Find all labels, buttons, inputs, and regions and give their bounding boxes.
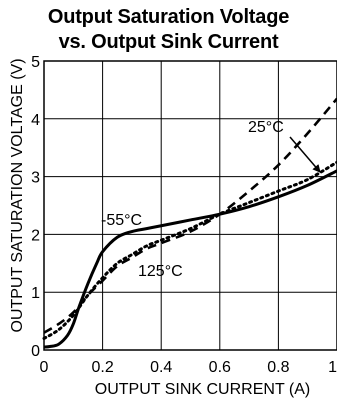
chart-subtitle: vs. Output Sink Current [58,31,279,53]
x-tick-label: 0.4 [150,359,172,376]
series-minus55c-line [43,169,337,349]
x-axis-label: OUTPUT SINK CURRENT (A) [95,381,310,398]
grid [44,61,337,350]
y-axis-label: OUTPUT SATURATION VOLTAGE (V) [9,58,26,332]
series-125c-line [42,160,337,340]
annotation-minus55c: -55°C [101,212,142,229]
annotation-25c: 25°C [248,119,284,136]
x-tick-label: 0 [40,359,49,376]
x-tick-label: 0.8 [267,359,289,376]
annotation-125c: 125°C [138,263,183,280]
y-tick-label: 2 [31,227,40,244]
x-tick-label: 0.6 [209,359,231,376]
y-tick-label: 4 [31,112,40,129]
x-tick-label: 0.2 [91,359,113,376]
y-tick-label: 0 [31,343,40,360]
x-tick-labels: 0 0.2 0.4 0.6 0.8 1 [40,359,337,376]
y-tick-labels: 0 1 2 3 4 5 [31,54,40,360]
annotation-25c-arrow [289,136,321,173]
plot-frame [43,60,337,351]
annotations: 25°C -55°C 125°C [101,119,321,280]
series-layer [42,97,337,349]
y-tick-label: 3 [31,170,40,187]
chart-title: Output Saturation Voltage [47,6,290,28]
y-tick-label: 5 [31,54,40,71]
y-tick-label: 1 [31,285,40,302]
x-tick-label: 1 [328,359,337,376]
